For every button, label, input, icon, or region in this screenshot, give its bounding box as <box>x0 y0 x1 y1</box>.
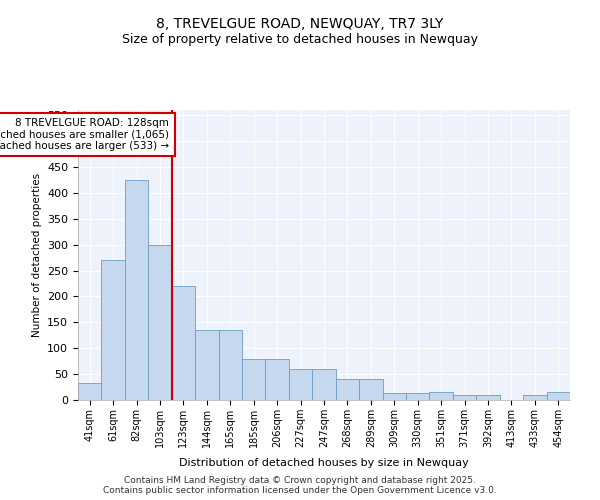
Text: 8 TREVELGUE ROAD: 128sqm
← 66% of detached houses are smaller (1,065)
33% of sem: 8 TREVELGUE ROAD: 128sqm ← 66% of detach… <box>0 118 169 151</box>
Text: 8, TREVELGUE ROAD, NEWQUAY, TR7 3LY: 8, TREVELGUE ROAD, NEWQUAY, TR7 3LY <box>157 18 443 32</box>
Bar <box>476 395 500 400</box>
Bar <box>406 394 430 400</box>
Bar <box>172 286 195 400</box>
Bar <box>336 380 359 400</box>
Y-axis label: Number of detached properties: Number of detached properties <box>32 173 41 337</box>
X-axis label: Distribution of detached houses by size in Newquay: Distribution of detached houses by size … <box>179 458 469 468</box>
Bar <box>148 244 172 400</box>
Bar <box>453 395 476 400</box>
Bar <box>195 330 218 400</box>
Bar <box>383 394 406 400</box>
Bar <box>125 180 148 400</box>
Text: Size of property relative to detached houses in Newquay: Size of property relative to detached ho… <box>122 32 478 46</box>
Bar <box>312 369 336 400</box>
Bar <box>289 369 312 400</box>
Bar <box>430 392 453 400</box>
Bar <box>523 395 547 400</box>
Bar <box>218 330 242 400</box>
Text: Contains HM Land Registry data © Crown copyright and database right 2025.
Contai: Contains HM Land Registry data © Crown c… <box>103 476 497 495</box>
Bar <box>265 358 289 400</box>
Bar <box>359 380 383 400</box>
Bar <box>78 383 101 400</box>
Bar <box>101 260 125 400</box>
Bar <box>547 392 570 400</box>
Bar <box>242 358 265 400</box>
